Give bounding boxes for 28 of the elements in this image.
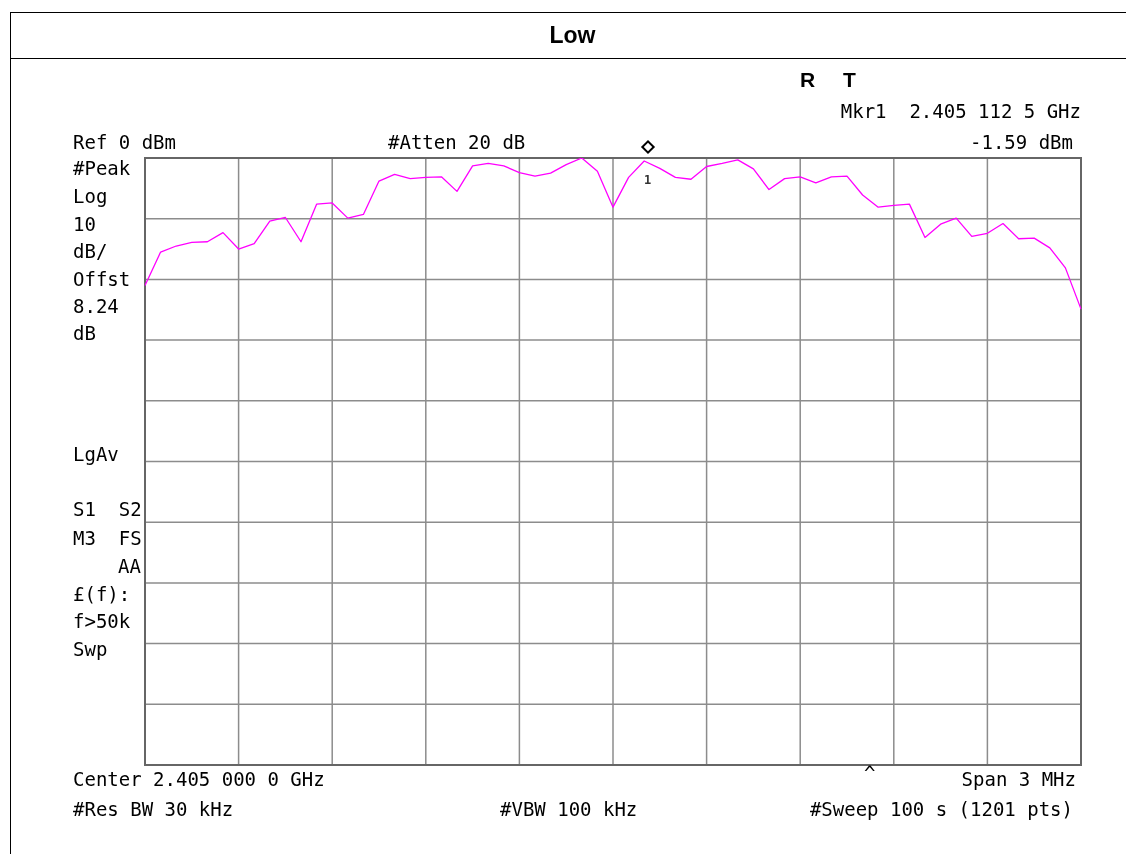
text: dB [73, 322, 96, 344]
annotation: ^ [864, 762, 876, 784]
text: #Peak [73, 157, 131, 179]
annotation: 1 [644, 173, 652, 187]
text: M3 FS [73, 527, 142, 549]
text: f>50k [73, 610, 131, 632]
text: #VBW 100 kHz [500, 798, 638, 820]
text: LgAv [73, 443, 119, 465]
text: #Res BW 30 kHz [73, 798, 234, 820]
text: Offst [73, 268, 131, 290]
text: Log [73, 185, 108, 207]
text: #Sweep 100 s (1201 pts) [809, 798, 1073, 820]
text: 10 [73, 213, 96, 235]
text: Mkr1 2.405 112 5 GHz [840, 100, 1081, 122]
text: £(f): [73, 583, 131, 605]
text: #Atten 20 dB [388, 131, 526, 153]
text: Ref 0 dBm [73, 131, 176, 153]
text: Swp [73, 638, 108, 660]
text: 8.24 [73, 295, 119, 317]
chart-title: Low [10, 12, 1126, 59]
text: S1 S2 [73, 498, 142, 520]
text: Center 2.405 000 0 GHz [73, 768, 325, 790]
text: -1.59 dBm [970, 131, 1073, 153]
text: AA [118, 555, 141, 577]
text: T [843, 68, 856, 92]
text: Span 3 MHz [961, 768, 1076, 790]
text: R [800, 68, 816, 92]
text: dB/ [73, 240, 108, 262]
